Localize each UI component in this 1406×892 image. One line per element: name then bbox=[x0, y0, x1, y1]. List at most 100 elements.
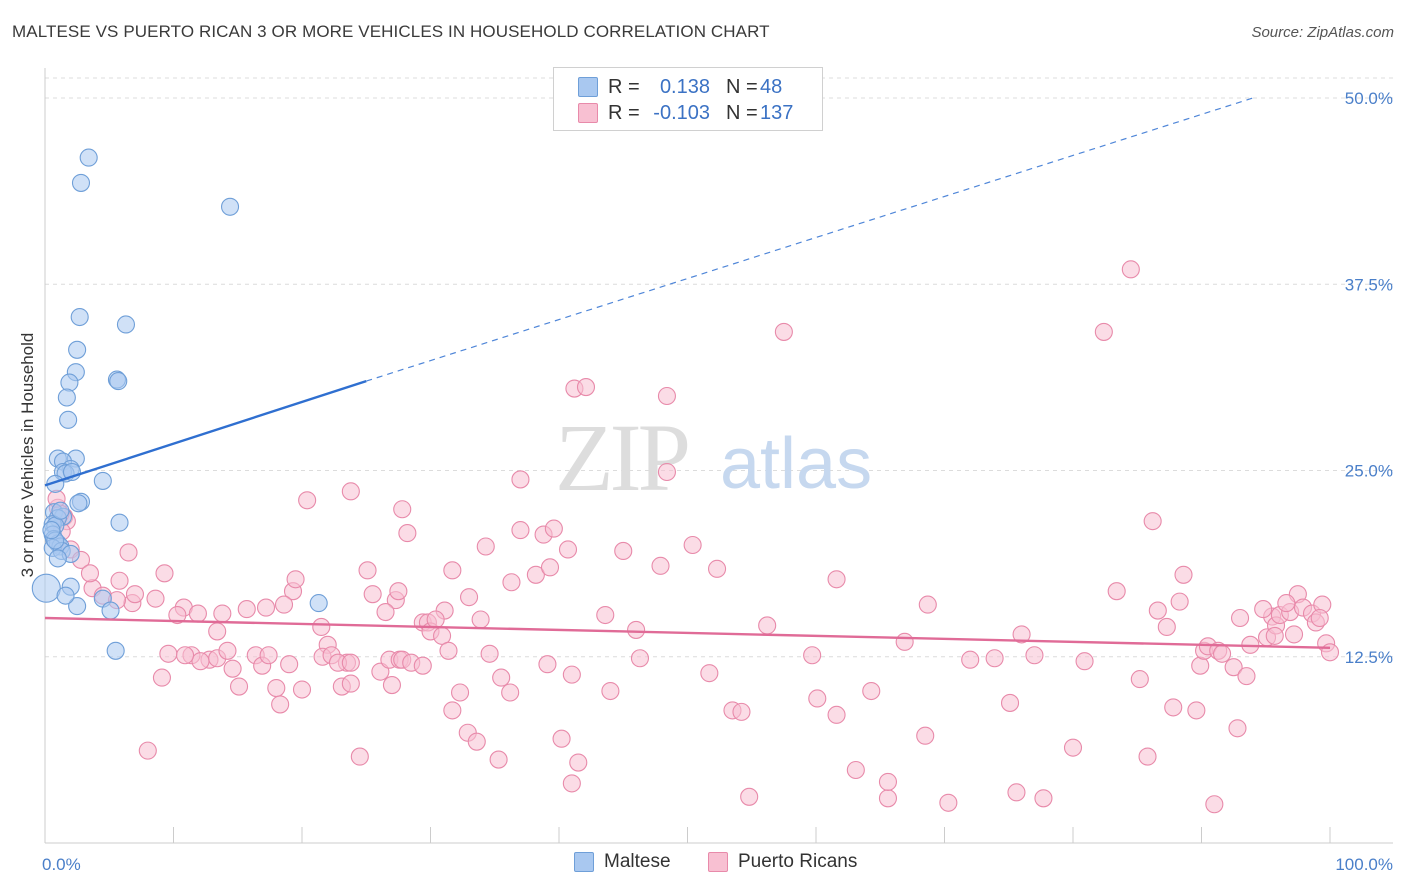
point-puerto-ricans bbox=[740, 787, 759, 806]
point-puerto-ricans bbox=[480, 644, 499, 663]
point-puerto-ricans bbox=[939, 793, 958, 812]
legend-r-label: R = bbox=[608, 101, 640, 124]
point-puerto-ricans bbox=[827, 705, 846, 724]
point-puerto-ricans bbox=[363, 585, 382, 604]
axes bbox=[44, 68, 1393, 844]
y-tick-label: 12.5% bbox=[1345, 648, 1393, 667]
point-puerto-ricans bbox=[540, 558, 560, 577]
point-puerto-ricans bbox=[312, 617, 331, 637]
legend-row-puerto-ricans: R = -0.103 N = 137 bbox=[578, 101, 793, 125]
legend-row-maltese: R = 0.138 N = 48 bbox=[578, 75, 782, 99]
point-puerto-ricans bbox=[1320, 643, 1340, 662]
point-puerto-ricans bbox=[358, 561, 377, 580]
point-puerto-ricans bbox=[803, 646, 822, 665]
point-puerto-ricans bbox=[1224, 658, 1243, 677]
point-puerto-ricans bbox=[562, 774, 581, 793]
y-axis-label: 3 or more Vehicles in Household bbox=[18, 332, 37, 578]
point-puerto-ricans bbox=[544, 519, 563, 538]
point-puerto-ricans bbox=[426, 610, 445, 629]
point-maltese bbox=[116, 315, 136, 334]
point-maltese bbox=[93, 471, 112, 490]
point-puerto-ricans bbox=[1265, 626, 1284, 645]
point-puerto-ricans bbox=[155, 564, 174, 583]
point-puerto-ricans bbox=[439, 641, 458, 660]
point-puerto-ricans bbox=[1012, 625, 1031, 644]
point-puerto-ricans bbox=[1310, 608, 1329, 628]
point-puerto-ricans bbox=[280, 655, 299, 674]
point-puerto-ricans bbox=[476, 537, 495, 556]
point-puerto-ricans bbox=[862, 681, 881, 701]
watermark-zip: ZIP bbox=[555, 404, 688, 511]
point-puerto-ricans bbox=[256, 598, 276, 617]
legend-r-value: -0.103 bbox=[653, 101, 710, 124]
point-puerto-ricans bbox=[286, 570, 305, 589]
watermark-atlas: atlas bbox=[720, 424, 872, 504]
point-puerto-ricans bbox=[1187, 701, 1206, 720]
x-tick-label: 0.0% bbox=[42, 855, 81, 874]
point-puerto-ricans bbox=[1121, 260, 1140, 279]
point-puerto-ricans bbox=[1025, 646, 1044, 665]
point-puerto-ricans bbox=[492, 668, 511, 687]
point-puerto-ricans bbox=[651, 556, 670, 575]
series-puerto-ricans bbox=[47, 260, 1340, 814]
tick-labels: 12.5% 25.0% 37.5% 50.0% 0.0% 100.0% bbox=[42, 89, 1393, 874]
point-puerto-ricans bbox=[80, 564, 100, 583]
point-maltese bbox=[31, 573, 61, 603]
point-puerto-ricans bbox=[1231, 608, 1250, 628]
point-puerto-ricans bbox=[138, 741, 157, 760]
point-puerto-ricans bbox=[1148, 601, 1167, 620]
point-puerto-ricans bbox=[341, 674, 360, 693]
point-puerto-ricans bbox=[526, 565, 545, 584]
point-puerto-ricans bbox=[176, 646, 195, 665]
point-puerto-ricans bbox=[259, 646, 278, 665]
legend-n-value: 48 bbox=[760, 75, 783, 98]
point-puerto-ricans bbox=[878, 772, 898, 791]
point-puerto-ricans bbox=[451, 683, 470, 702]
bottom-legend-maltese: Maltese bbox=[574, 851, 671, 873]
point-puerto-ricans bbox=[1138, 747, 1157, 766]
point-puerto-ricans bbox=[562, 665, 581, 684]
point-puerto-ricans bbox=[229, 677, 249, 696]
point-puerto-ricans bbox=[443, 701, 462, 720]
point-puerto-ricans bbox=[708, 559, 727, 578]
point-puerto-ricans bbox=[1007, 783, 1026, 802]
point-puerto-ricans bbox=[502, 573, 521, 592]
point-puerto-ricans bbox=[1107, 582, 1126, 601]
point-puerto-ricans bbox=[1000, 693, 1020, 712]
point-puerto-ricans bbox=[467, 732, 486, 751]
point-puerto-ricans bbox=[389, 582, 408, 601]
legend-swatch-maltese bbox=[578, 77, 598, 97]
point-puerto-ricans bbox=[1277, 594, 1296, 613]
trend-puerto-ricans bbox=[44, 616, 1331, 650]
point-puerto-ricans bbox=[1205, 795, 1224, 814]
point-maltese bbox=[69, 494, 88, 513]
point-puerto-ricans bbox=[1237, 667, 1256, 686]
point-puerto-ricans bbox=[657, 462, 676, 482]
point-maltese bbox=[101, 601, 120, 620]
bottom-legend-swatch-puerto-ricans bbox=[708, 852, 728, 872]
x-tick-label: 100.0% bbox=[1335, 855, 1393, 874]
point-maltese bbox=[220, 197, 240, 216]
point-puerto-ricans bbox=[125, 585, 144, 604]
point-puerto-ricans bbox=[376, 602, 395, 622]
point-puerto-ricans bbox=[237, 600, 256, 619]
point-puerto-ricans bbox=[218, 641, 237, 660]
point-puerto-ricans bbox=[159, 644, 178, 663]
bottom-legend-label-puerto-ricans: Puerto Ricans bbox=[738, 851, 858, 872]
point-maltese bbox=[57, 388, 76, 407]
point-maltese bbox=[56, 586, 75, 605]
point-puerto-ricans bbox=[538, 655, 557, 674]
point-puerto-ricans bbox=[443, 561, 462, 580]
point-maltese bbox=[42, 521, 61, 540]
trend-maltese-dashed bbox=[366, 97, 1254, 382]
point-puerto-ricans bbox=[846, 760, 865, 780]
series-maltese bbox=[31, 148, 328, 660]
point-puerto-ricans bbox=[827, 570, 846, 589]
point-puerto-ricans bbox=[398, 524, 417, 543]
point-puerto-ricans bbox=[1170, 592, 1189, 611]
point-maltese bbox=[59, 410, 78, 429]
point-puerto-ricans bbox=[489, 750, 508, 769]
point-maltese bbox=[79, 148, 98, 167]
point-puerto-ricans bbox=[511, 470, 530, 489]
point-puerto-ricans bbox=[878, 789, 898, 808]
